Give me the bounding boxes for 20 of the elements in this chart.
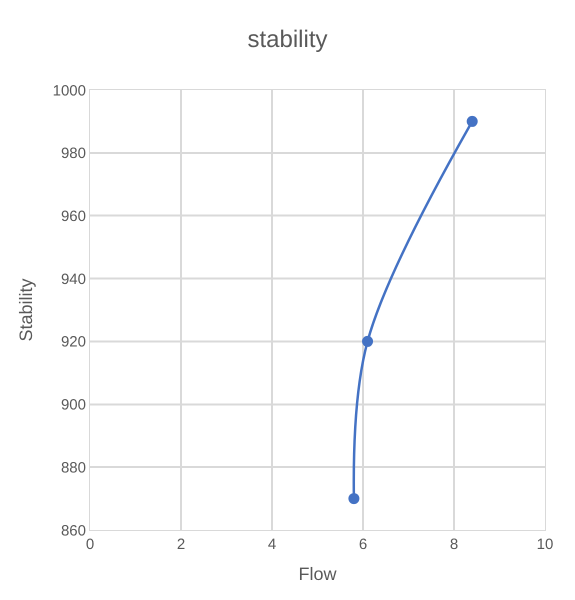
y-axis-title: Stability [16,278,36,342]
x-tick-label: 0 [86,536,94,553]
point [348,493,360,504]
y-tick-label: 860 [60,522,86,540]
chart-title: stability [247,26,328,53]
point [362,336,374,347]
y-tick-label: 920 [60,334,86,351]
x-axis-title: Flow [298,564,338,584]
x-tick-label: 4 [268,536,276,553]
y-tick-label: 980 [60,145,86,162]
y-tick-label: 900 [60,396,86,414]
x-tick-label: 8 [450,536,458,553]
y-tick-label: 880 [60,459,86,476]
point [466,116,478,127]
x-tick-label: 2 [176,536,186,553]
x-tick-label: 6 [358,536,368,553]
x-tick-label: 10 [536,536,554,553]
y-tick-label: 960 [60,208,86,225]
y-tick-label: 1000 [52,82,86,100]
y-tick-label: 940 [60,270,86,288]
